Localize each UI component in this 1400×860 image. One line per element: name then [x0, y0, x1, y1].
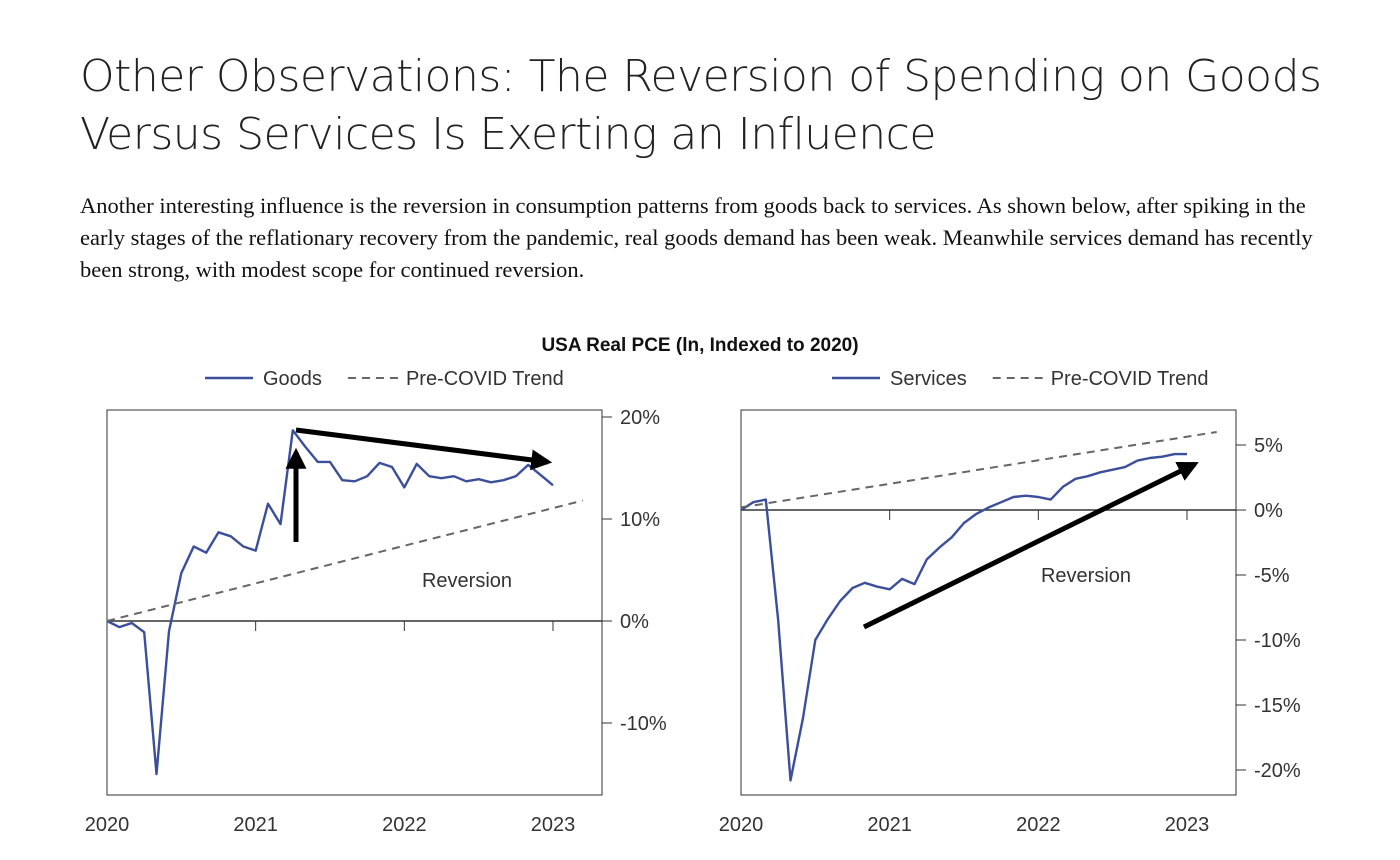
x-tick-label: 2020: [719, 814, 764, 836]
legend-label-trend: Pre-COVID Trend: [1051, 368, 1209, 390]
x-tick-label: 2023: [531, 814, 576, 836]
y-tick-label: 20%: [620, 407, 660, 429]
y-tick-label: -20%: [1254, 760, 1301, 782]
y-tick-label: -10%: [1254, 630, 1301, 652]
intro-paragraph: Another interesting influence is the rev…: [80, 193, 1313, 282]
annotation-arrow: [295, 427, 553, 471]
services-chart: 2020 2021 2022 2023 5% 0% -5% -10% -15% -20% Servi…: [719, 368, 1301, 836]
series-line-services: [740, 452, 1187, 782]
annotation-arrow: [862, 461, 1199, 630]
y-tick-label: 10%: [620, 509, 660, 531]
legend-label-trend: Pre-COVID Trend: [406, 368, 564, 390]
x-tick-label: 2023: [1165, 814, 1210, 836]
legend-label-series: Goods: [263, 368, 322, 390]
x-tick-label: 2021: [867, 814, 912, 836]
plot-frame: [740, 409, 1237, 796]
annotation-label: Reversion: [1041, 565, 1131, 587]
y-tick-label: -5%: [1254, 565, 1290, 587]
plot-frame: [106, 409, 603, 796]
goods-chart: 2020 2021 2022 2023 20% 10% 0% -10% Goods Pre-COV…: [85, 368, 667, 836]
y-tick-label: -10%: [620, 713, 667, 735]
series-line-goods: [106, 429, 554, 776]
x-tick-label: 2020: [85, 814, 130, 836]
trend-line: [106, 499, 583, 622]
legend-label-series: Services: [890, 368, 967, 390]
page-title: Other Observations: The Reversion of Spe…: [80, 51, 1322, 160]
trend-line: [740, 431, 1217, 509]
x-tick-label: 2021: [233, 814, 278, 836]
y-tick-label: 5%: [1254, 435, 1283, 457]
chart-suptitle: USA Real PCE (ln, Indexed to 2020): [541, 335, 859, 356]
y-tick-label: 0%: [1254, 500, 1283, 522]
x-tick-label: 2022: [382, 814, 427, 836]
y-tick-label: -15%: [1254, 695, 1301, 717]
annotation-label: Reversion: [422, 570, 512, 592]
y-tick-label: 0%: [620, 611, 649, 633]
x-tick-label: 2022: [1016, 814, 1061, 836]
